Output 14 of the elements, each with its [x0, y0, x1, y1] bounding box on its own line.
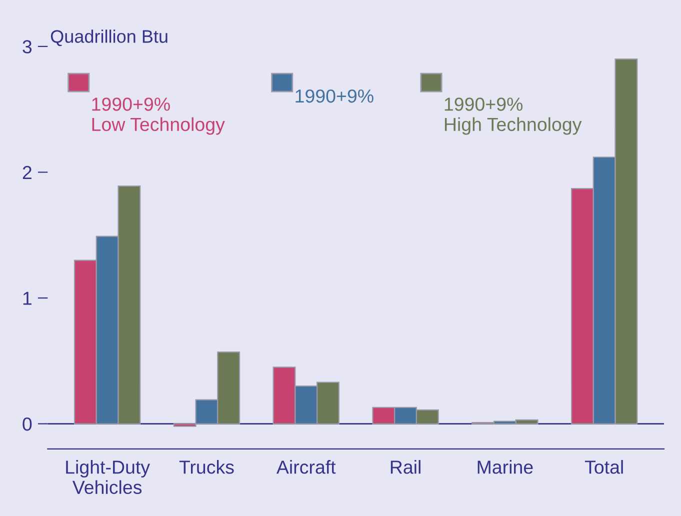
x-tick-label: Rail — [390, 460, 420, 474]
x-tick-label: Aircraft — [276, 460, 336, 474]
legend-label: 1990+9% High Technology — [444, 98, 582, 135]
legend-label: 1990+9% Low Technology — [92, 98, 225, 135]
x-tick-label: Total — [584, 460, 623, 474]
x-tick-label: Marine — [478, 460, 533, 474]
x-tick-label: Light-Duty Vehicles — [66, 460, 150, 494]
x-tick-label: Trucks — [179, 460, 234, 474]
y-tick-label: 3 — [22, 40, 32, 54]
y-axis-title: Quadrillion Btu — [50, 30, 168, 46]
y-tick-label: 1 — [23, 292, 32, 305]
y-tick-label: 0 — [22, 417, 32, 431]
legend-label: 1990+9% — [296, 89, 374, 103]
y-tick-label: 2 — [22, 166, 32, 180]
